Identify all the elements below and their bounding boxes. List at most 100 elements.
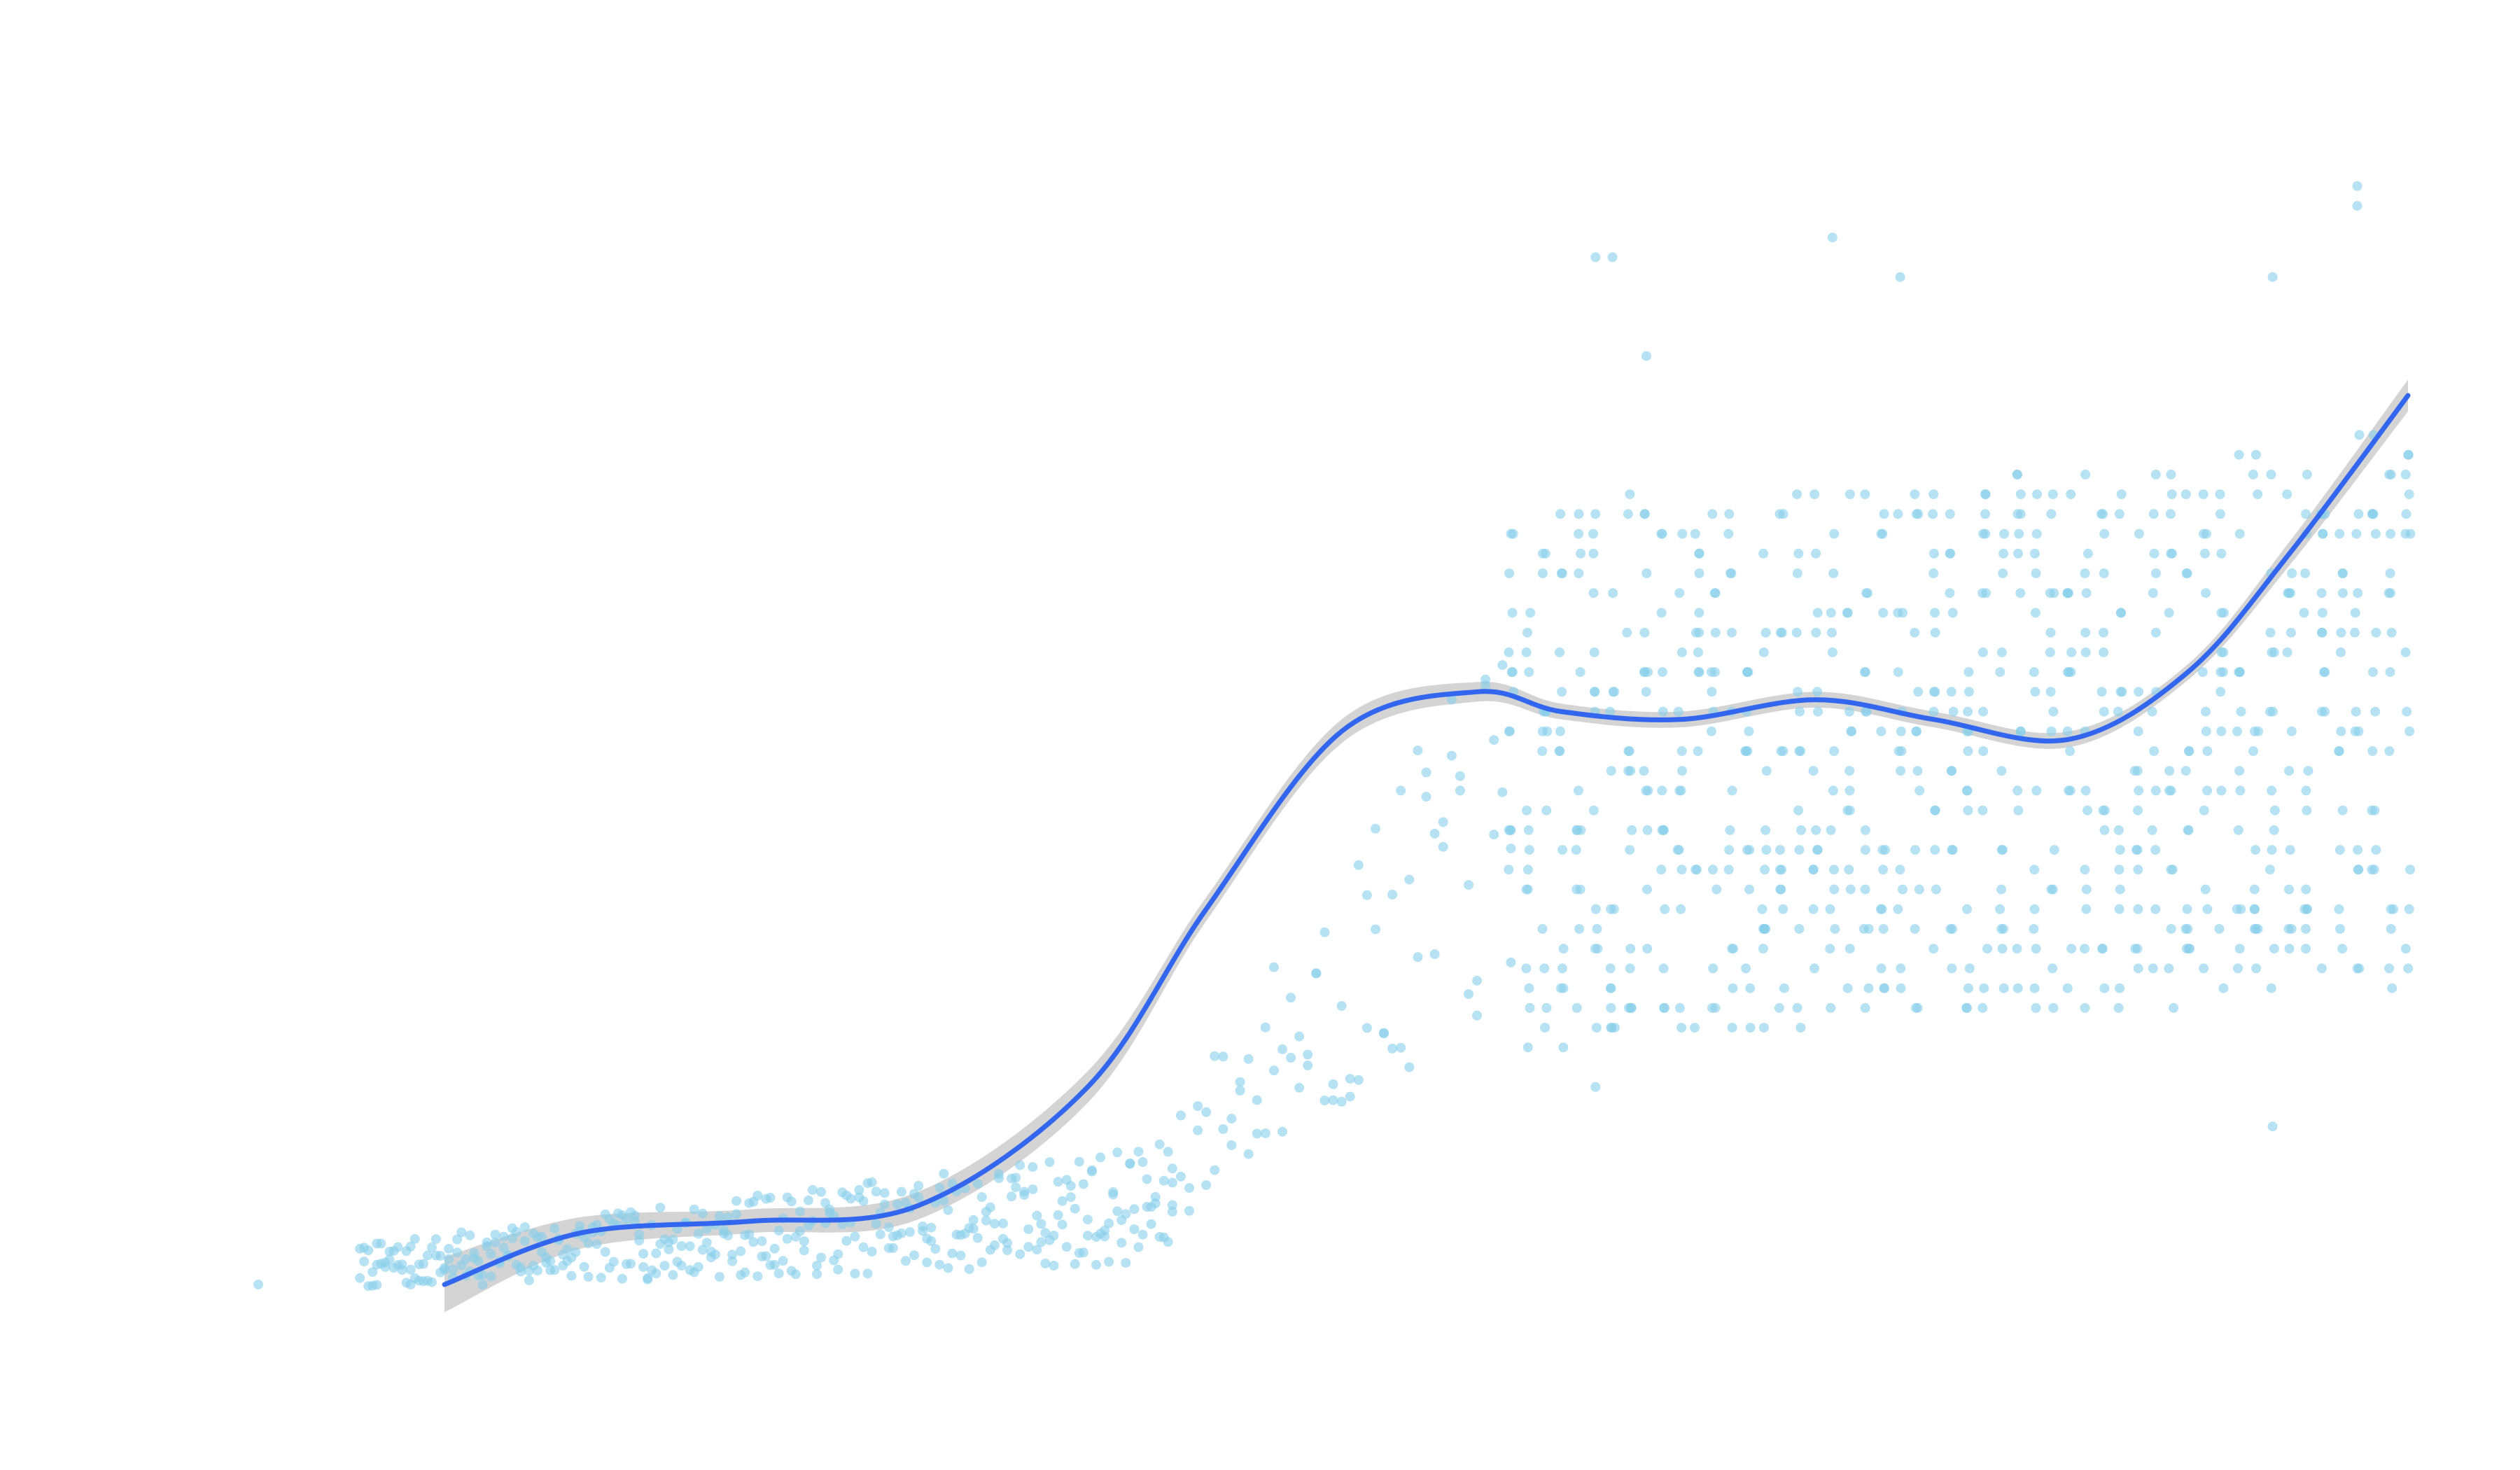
data-point (875, 1229, 886, 1240)
data-point (1624, 746, 1634, 756)
data-point (1320, 927, 1330, 937)
data-point (1353, 860, 1364, 870)
data-point (1996, 845, 2007, 855)
data-point (1201, 1107, 1212, 1117)
data-point (2337, 805, 2348, 816)
data-point (1278, 1126, 1287, 1137)
data-point (444, 1244, 454, 1254)
data-point (608, 1256, 619, 1267)
data-point (2113, 1002, 2124, 1013)
data-point (592, 1239, 602, 1250)
data-point (926, 1236, 937, 1246)
confidence-ribbon (444, 379, 2408, 1312)
data-point (405, 1280, 416, 1289)
trend-line-group (442, 393, 2411, 1287)
data-point (2282, 489, 2292, 500)
data-point (2080, 785, 2091, 796)
data-point (701, 1224, 712, 1234)
data-point (1104, 1218, 1114, 1228)
data-point (2132, 944, 2143, 954)
data-point (2048, 706, 2059, 717)
data-point (410, 1233, 420, 1244)
data-point (790, 1269, 801, 1280)
data-point (1793, 548, 1804, 559)
data-point (1710, 627, 1721, 638)
data-point (1605, 963, 1616, 974)
data-point (1694, 667, 1704, 678)
data-point (736, 1246, 746, 1256)
data-point (757, 1236, 767, 1247)
data-point (2286, 726, 2297, 736)
data-point (693, 1228, 704, 1239)
data-point (2029, 924, 2039, 934)
data-point (384, 1254, 395, 1265)
data-point (1175, 1171, 1186, 1182)
data-point (2080, 1002, 2090, 1013)
data-point (1507, 608, 1518, 618)
data-point (1049, 1231, 1059, 1241)
data-point (2134, 687, 2143, 697)
data-point (939, 1168, 949, 1179)
data-point (448, 1264, 458, 1275)
data-point (1996, 884, 2006, 895)
data-point (1995, 904, 2005, 914)
data-point (752, 1191, 763, 1200)
data-point (2114, 864, 2124, 875)
data-point (1235, 1077, 1245, 1087)
data-point (2031, 785, 2042, 796)
data-point (2183, 825, 2193, 835)
data-point (1643, 785, 1653, 796)
data-point (2367, 805, 2377, 816)
data-point (778, 1256, 788, 1266)
data-point (1235, 1086, 1245, 1096)
data-point (2015, 489, 2026, 500)
data-point (782, 1233, 792, 1244)
data-point (2234, 944, 2245, 954)
data-point (1827, 232, 1837, 243)
data-point (1070, 1259, 1080, 1269)
data-point (2065, 746, 2076, 756)
data-point (2182, 904, 2192, 914)
data-point (1371, 924, 1380, 934)
data-point (1522, 864, 1533, 875)
data-point (1480, 680, 1491, 691)
data-point (2267, 1121, 2278, 1132)
data-point (2216, 687, 2226, 697)
data-point (816, 1252, 826, 1263)
data-point (2388, 904, 2399, 914)
data-point (968, 1224, 979, 1234)
data-point (2405, 528, 2416, 539)
data-point (626, 1259, 636, 1269)
data-point (452, 1247, 463, 1258)
data-point (651, 1268, 662, 1279)
data-point (803, 1195, 813, 1205)
data-point (1774, 1002, 1784, 1013)
data-point (1928, 706, 1939, 717)
data-point (2351, 528, 2362, 539)
data-point (1218, 1051, 1228, 1062)
data-point (566, 1270, 577, 1281)
data-point (1844, 864, 1854, 875)
data-point (1827, 647, 1837, 657)
data-point (1980, 509, 1990, 519)
data-point (2353, 845, 2363, 855)
data-point (655, 1203, 666, 1213)
data-point (1795, 1023, 1806, 1033)
data-point (1693, 746, 1703, 756)
data-point (1590, 687, 1600, 697)
data-point (1167, 1163, 1177, 1174)
data-point (1007, 1191, 1017, 1202)
data-point (2405, 864, 2415, 875)
data-point (1945, 548, 1956, 559)
data-point (2014, 528, 2024, 539)
data-point (1036, 1219, 1046, 1229)
data-point (1625, 766, 1636, 776)
data-point (1121, 1258, 1131, 1268)
data-point (1931, 884, 1941, 895)
data-point (2218, 647, 2229, 657)
data-point (676, 1241, 687, 1251)
data-point (2180, 924, 2191, 934)
data-point (1522, 884, 1533, 895)
data-point (1184, 1205, 1194, 1216)
